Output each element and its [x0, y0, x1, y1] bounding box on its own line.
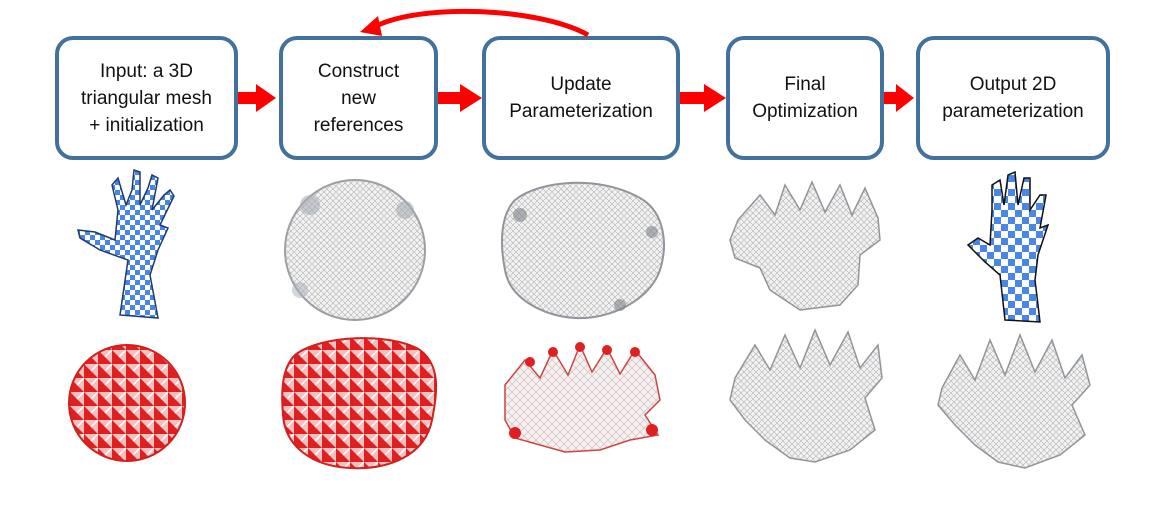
arrow-right-icon: [238, 84, 276, 112]
step-label-input: Input: a 3D triangular mesh + initializa…: [81, 60, 212, 136]
step-label-update-parameterization: Update Parameterization: [509, 74, 653, 122]
loop-back-arrow-icon: [370, 8, 590, 38]
step-box-update-parameterization: Update Parameterization: [482, 36, 680, 160]
arrow-right-icon: [884, 84, 914, 112]
step-label-construct-references: Construct new references: [313, 60, 404, 136]
arrow-right-icon: [438, 84, 482, 112]
loop-back-arrowhead-icon: [360, 16, 382, 36]
step-box-input: Input: a 3D triangular mesh + initializa…: [55, 36, 238, 160]
step-box-construct-references: Construct new references: [279, 36, 438, 160]
arrow-right-icon: [680, 84, 726, 112]
step-box-final-optimization: Final Optimization: [726, 36, 884, 160]
step-box-output: Output 2D parameterization: [916, 36, 1110, 160]
step-label-output: Output 2D parameterization: [942, 74, 1084, 122]
step-label-final-optimization: Final Optimization: [752, 74, 858, 122]
